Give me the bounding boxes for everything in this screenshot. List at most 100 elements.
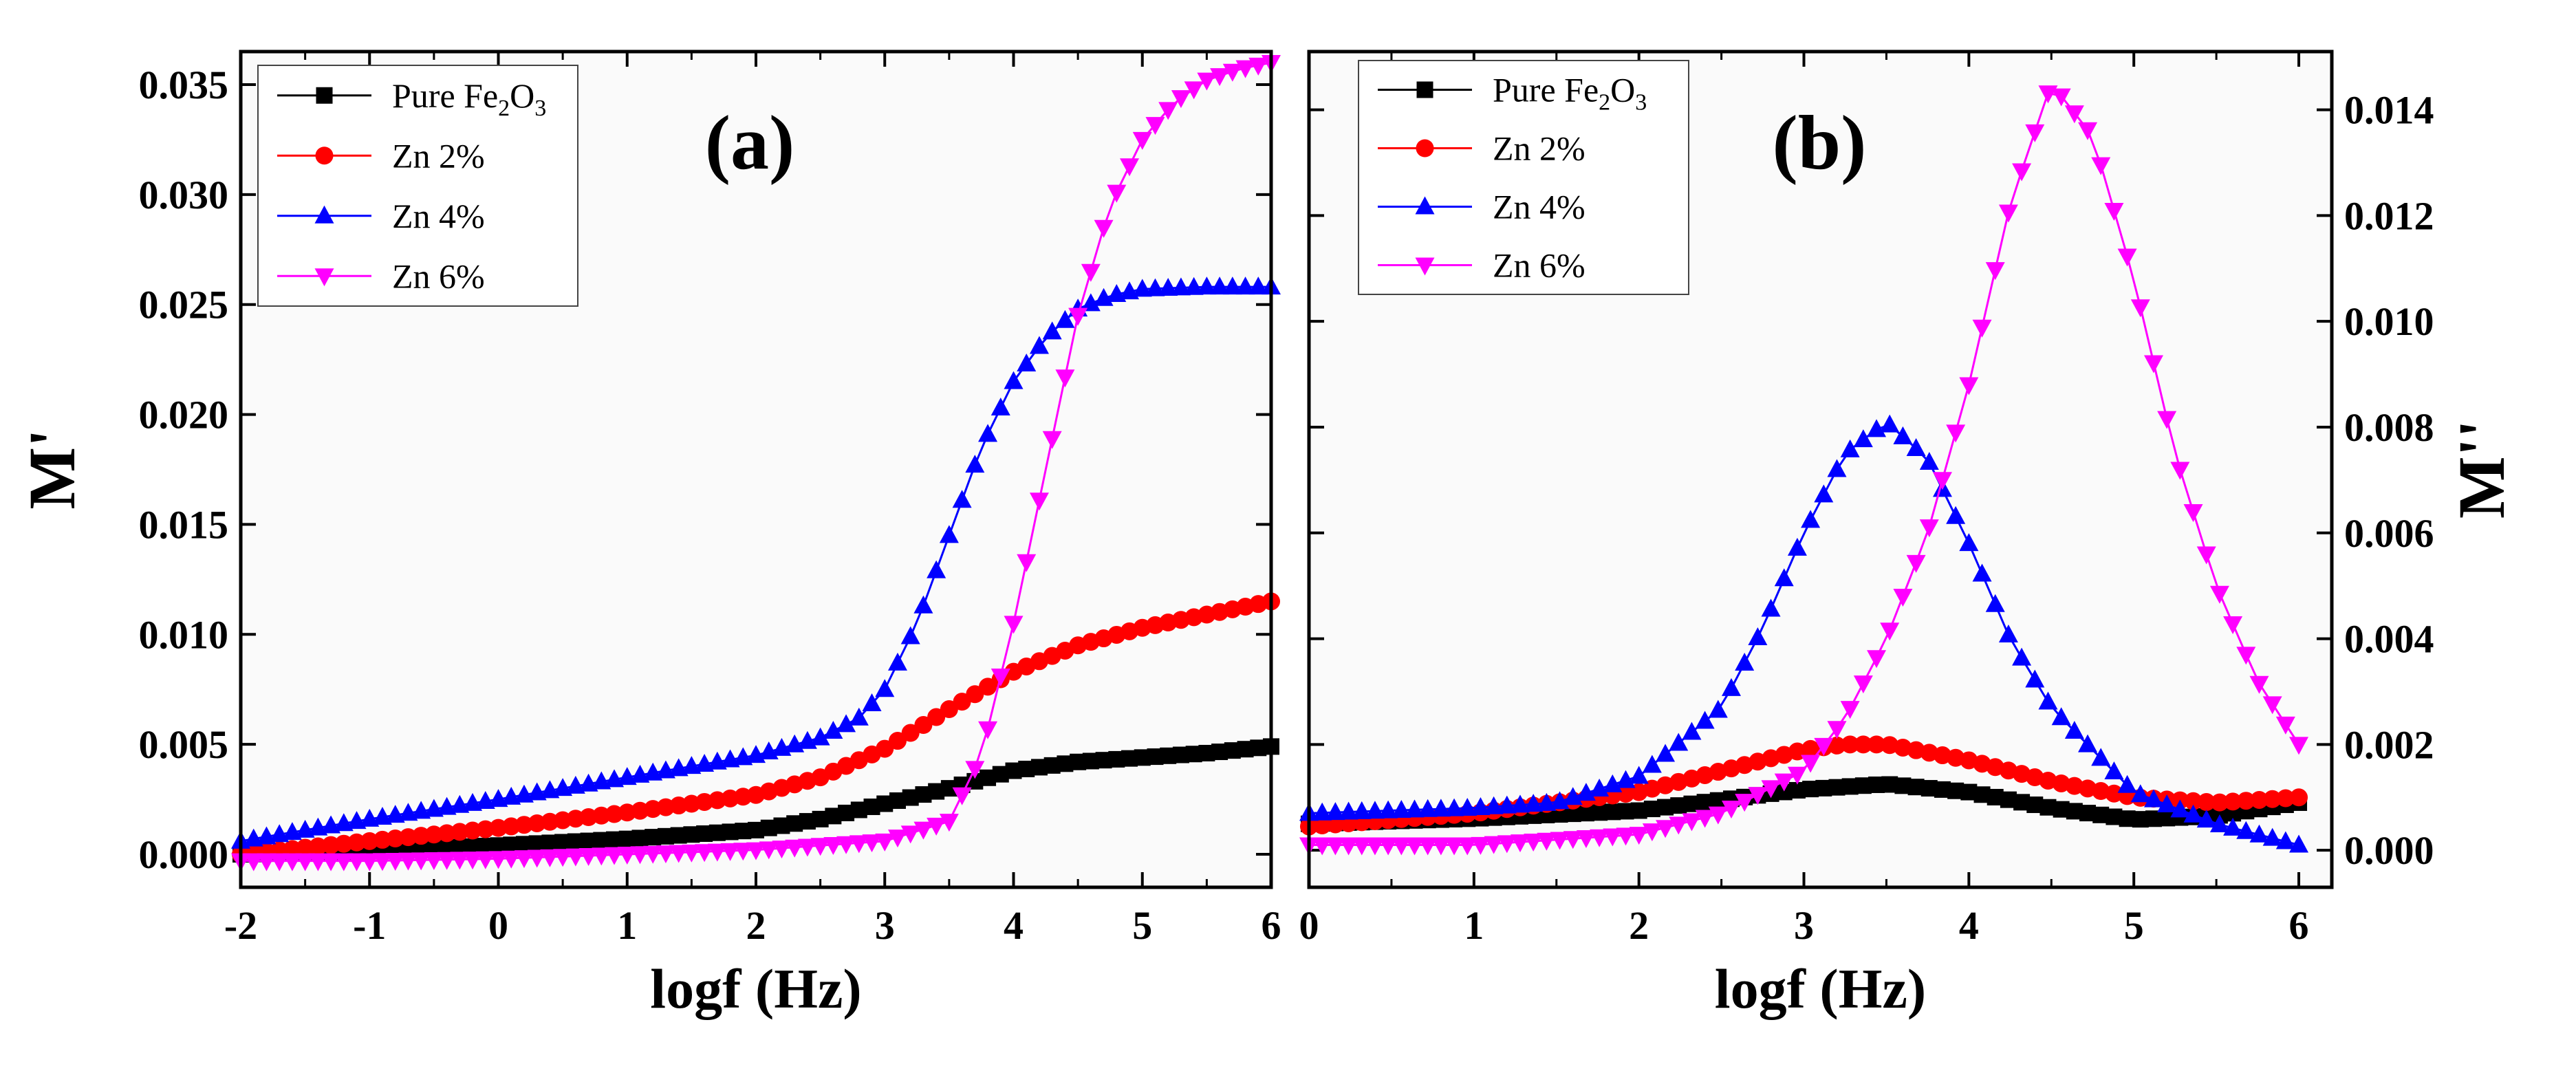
data-point bbox=[2237, 792, 2255, 810]
data-point bbox=[1405, 799, 1425, 818]
data-point bbox=[2170, 799, 2190, 818]
data-point bbox=[2183, 504, 2203, 523]
data-point bbox=[1537, 792, 1557, 811]
series-square bbox=[232, 738, 1279, 863]
x-tick-label: 5 bbox=[1132, 903, 1152, 948]
data-point bbox=[1510, 794, 1530, 813]
data-point bbox=[876, 739, 894, 758]
data-point bbox=[296, 838, 314, 857]
data-point bbox=[1132, 279, 1152, 297]
y-tick-label: 0.014 bbox=[2344, 88, 2434, 133]
data-point bbox=[386, 830, 404, 848]
data-point bbox=[2262, 696, 2282, 715]
data-point bbox=[437, 824, 456, 843]
data-point bbox=[2130, 784, 2150, 803]
data-point bbox=[1055, 369, 1075, 388]
data-point bbox=[270, 853, 290, 871]
data-point bbox=[1616, 785, 1635, 803]
legend-label-main: Pure Fe bbox=[392, 76, 498, 115]
data-point bbox=[810, 838, 830, 856]
data-point bbox=[2196, 546, 2216, 565]
legend-marker bbox=[1416, 139, 1434, 158]
data-point bbox=[887, 830, 907, 848]
legend-label-sub: 2 bbox=[1599, 90, 1610, 116]
data-point bbox=[2289, 834, 2309, 853]
data-point bbox=[1748, 627, 1768, 646]
y-tick-label: 0.035 bbox=[139, 63, 229, 107]
data-point bbox=[1867, 419, 1887, 437]
legend-label: Zn 4% bbox=[1493, 188, 1585, 226]
data-point bbox=[1497, 795, 1517, 814]
data-point bbox=[1906, 438, 1926, 457]
data-point bbox=[1840, 701, 1860, 719]
axes-frame bbox=[239, 50, 1273, 889]
data-point bbox=[1017, 354, 1037, 372]
data-point bbox=[1669, 816, 1689, 835]
data-point bbox=[823, 836, 843, 855]
data-point bbox=[939, 525, 959, 543]
data-point bbox=[927, 560, 946, 578]
legend-box bbox=[257, 65, 578, 307]
data-point bbox=[1629, 766, 1649, 784]
data-point bbox=[1444, 798, 1464, 816]
data-point bbox=[656, 845, 675, 864]
data-point bbox=[746, 842, 766, 860]
data-point bbox=[2117, 774, 2137, 793]
data-point bbox=[1972, 319, 1992, 338]
data-point bbox=[1946, 424, 1966, 443]
data-point bbox=[2275, 831, 2295, 849]
data-point bbox=[243, 853, 263, 871]
x-axis-label: logf (Hz) bbox=[650, 957, 861, 1020]
y-tick-label: 0.010 bbox=[139, 612, 229, 657]
data-point bbox=[1721, 678, 1741, 696]
data-point bbox=[360, 853, 380, 871]
data-point bbox=[2249, 675, 2269, 694]
data-point bbox=[1537, 832, 1557, 851]
data-point bbox=[1906, 554, 1926, 573]
data-point bbox=[1068, 307, 1088, 326]
data-point bbox=[2209, 585, 2229, 604]
data-point bbox=[2196, 810, 2216, 828]
axes-frame bbox=[1307, 50, 2334, 889]
data-point bbox=[2117, 248, 2137, 267]
legend-label-sub: 2 bbox=[498, 96, 510, 121]
y-tick-label: 0.008 bbox=[2344, 405, 2434, 450]
data-point bbox=[862, 834, 882, 853]
data-point bbox=[501, 850, 521, 869]
data-point bbox=[2038, 691, 2058, 710]
y-tick-label: 0.010 bbox=[2344, 299, 2434, 344]
data-point bbox=[1352, 801, 1372, 819]
x-tick-label: 0 bbox=[1299, 903, 1319, 948]
x-tick-label: 2 bbox=[746, 903, 766, 948]
data-point bbox=[360, 832, 379, 850]
series-circle bbox=[232, 592, 1280, 864]
data-point bbox=[1158, 102, 1178, 120]
data-point bbox=[2210, 793, 2229, 812]
data-point bbox=[1787, 766, 1807, 785]
x-tick-label: 6 bbox=[1262, 903, 1281, 948]
data-point bbox=[1827, 459, 1847, 477]
x-tick-label: 4 bbox=[1004, 903, 1024, 948]
data-point bbox=[785, 839, 805, 858]
data-point bbox=[888, 732, 907, 750]
data-point bbox=[643, 845, 663, 864]
data-point bbox=[1222, 63, 1242, 82]
data-point bbox=[309, 837, 327, 856]
legend-label: Zn 6% bbox=[1493, 246, 1585, 285]
data-point bbox=[411, 852, 431, 871]
data-point bbox=[1339, 837, 1359, 856]
data-point bbox=[399, 828, 418, 847]
data-point bbox=[2078, 734, 2098, 752]
data-point bbox=[282, 853, 302, 871]
data-point bbox=[1932, 472, 1952, 490]
data-point bbox=[334, 853, 354, 871]
data-point bbox=[2183, 804, 2203, 823]
data-point bbox=[1042, 431, 1062, 449]
data-point bbox=[321, 853, 341, 871]
data-point bbox=[322, 836, 340, 854]
data-point bbox=[1735, 652, 1755, 671]
data-point bbox=[1616, 827, 1636, 846]
data-point bbox=[1801, 739, 1820, 758]
data-point bbox=[1708, 806, 1728, 825]
panel-label: (b) bbox=[1773, 100, 1867, 186]
